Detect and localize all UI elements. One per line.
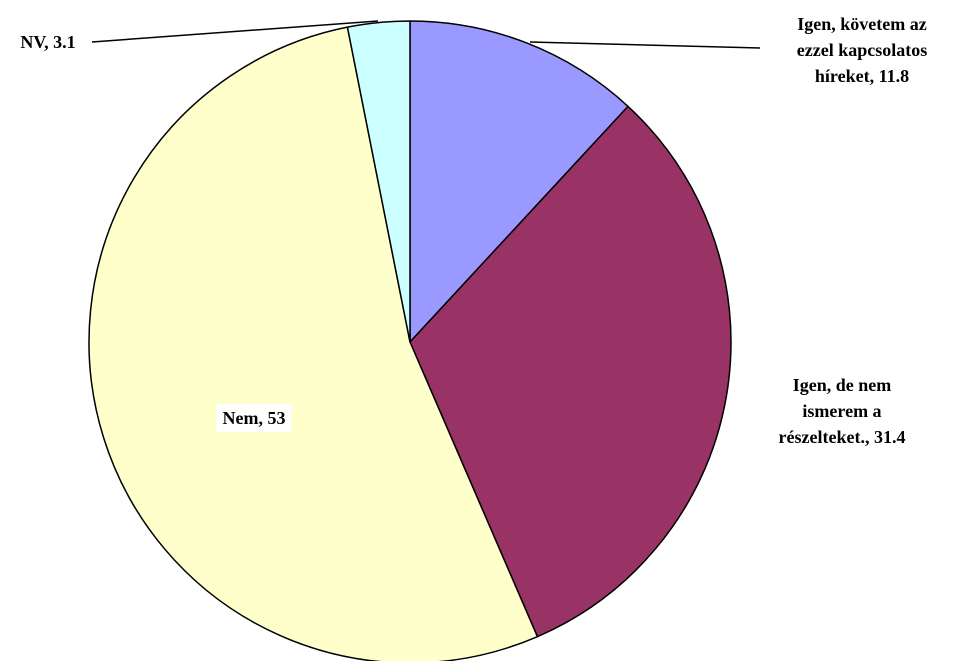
leader-line <box>91 20 379 43</box>
leader-line <box>529 41 761 49</box>
slice-label-line: Nem, 53 <box>223 408 286 428</box>
pie-slice <box>409 105 732 638</box>
slice-label: Igen, de nem ismerem a részelteket., 31.4 <box>779 375 906 447</box>
slice-label-background <box>216 404 292 432</box>
pie-slice <box>409 20 629 343</box>
leader-lines <box>91 20 761 49</box>
slice-label: Nem, 53 <box>223 408 286 428</box>
pie-slice <box>88 26 539 661</box>
slice-label-line: Igen, követem az <box>797 14 926 34</box>
slice-label-line: Igen, de nem <box>793 375 892 395</box>
slice-labels: Igen, követem az ezzel kapcsolatos híreket… <box>20 14 927 447</box>
slice-label: Igen, követem az ezzel kapcsolatos híreket… <box>797 14 927 86</box>
slice-label-line: részelteket., 31.4 <box>779 427 906 447</box>
slice-label-line: ezzel kapcsolatos <box>797 40 927 60</box>
pie-slice <box>346 20 411 343</box>
slice-label-line: híreket, 11.8 <box>815 66 909 86</box>
slice-label-line: ismerem a <box>802 401 881 421</box>
pie-slices <box>88 20 732 661</box>
slice-label: NV, 3.1 <box>20 32 75 52</box>
slice-label-line: NV, 3.1 <box>20 32 75 52</box>
